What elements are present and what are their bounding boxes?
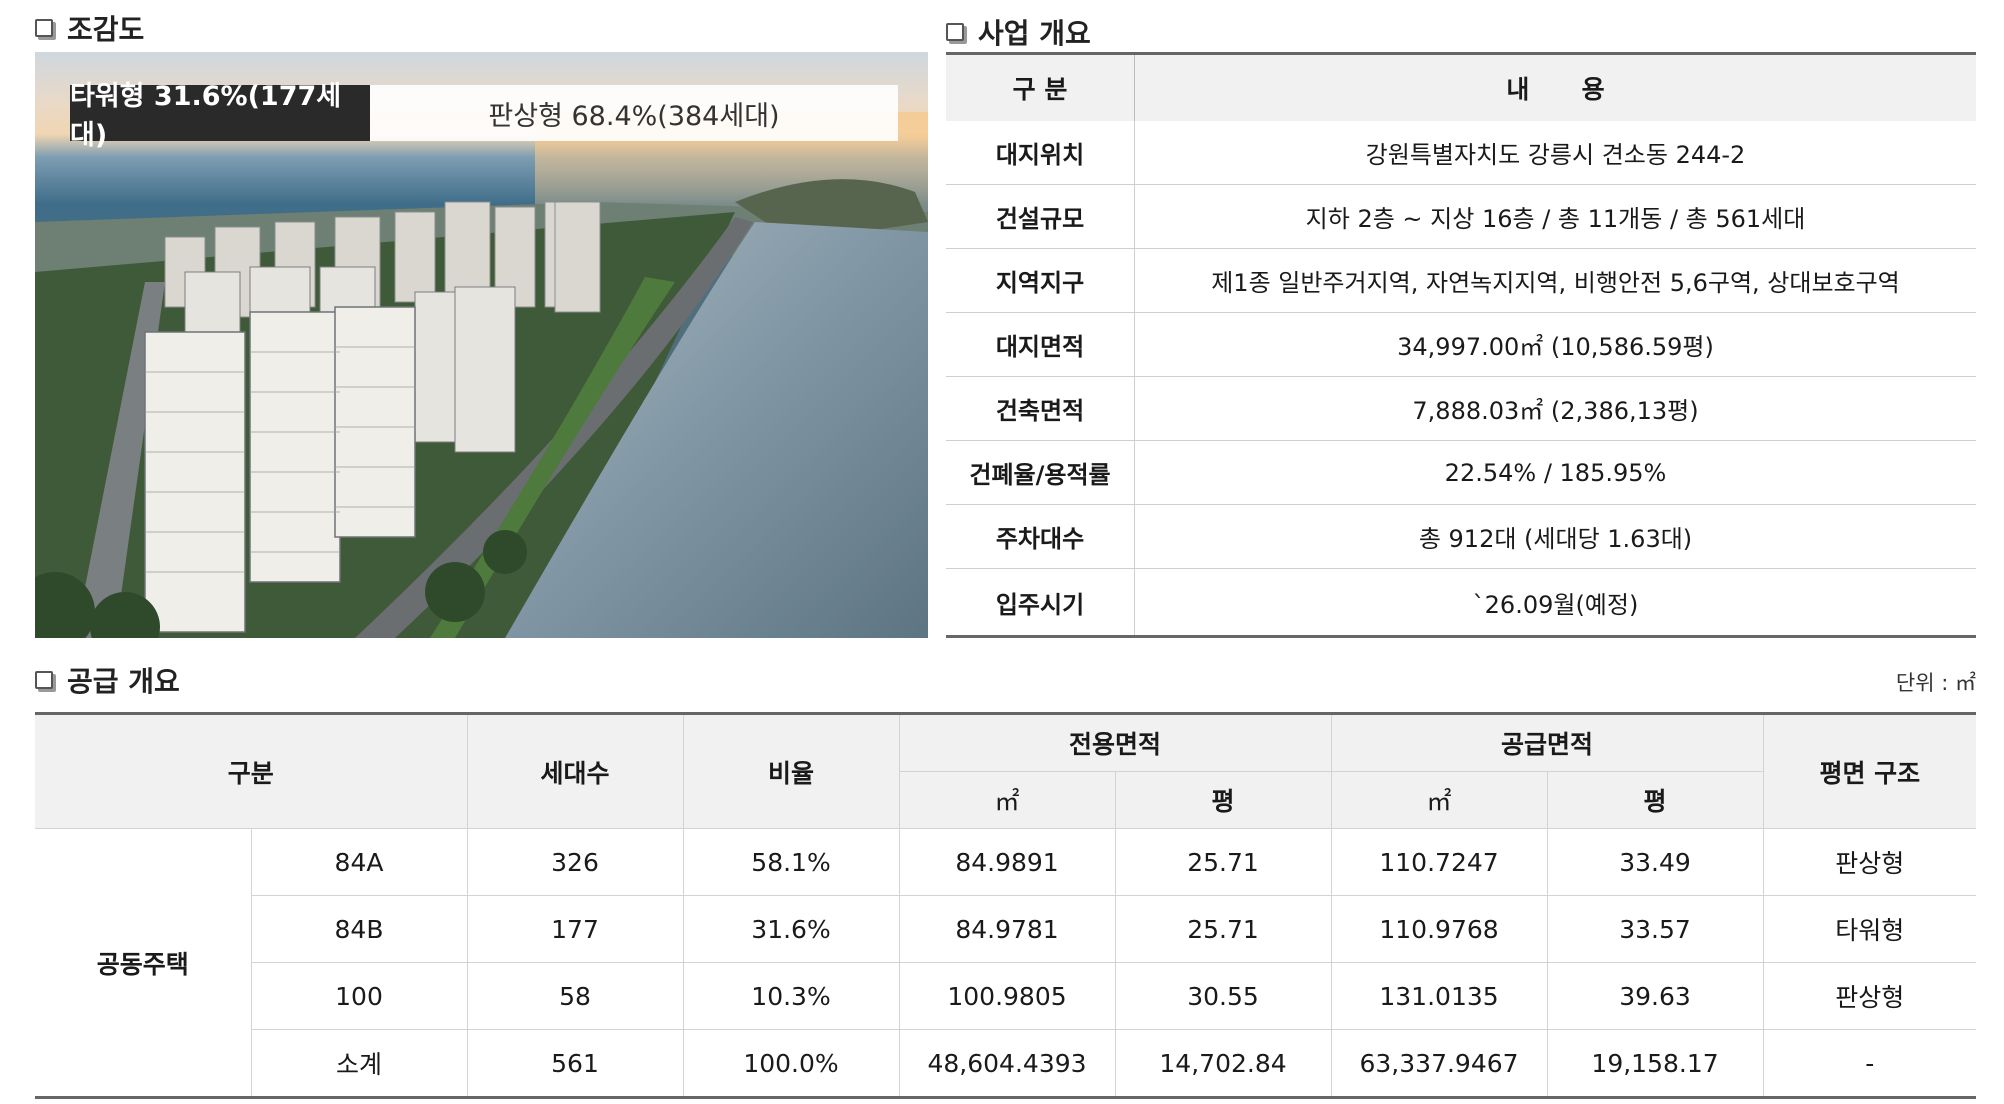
header-exclusive-sqm: ㎡	[899, 771, 1116, 829]
table-row: 대지면적 34,997.00㎡ (10,586.59평)	[946, 312, 1976, 377]
unit-label: 단위 : ㎡	[1895, 671, 1976, 695]
layout-cell: 판상형	[1762, 828, 1977, 896]
supply-title-text: 공급 개요	[67, 665, 180, 698]
exclusive-pyeong-cell: 25.71	[1114, 895, 1332, 963]
header-supply-pyeong: 평	[1546, 771, 1764, 829]
row-label: 대지면적	[946, 312, 1135, 377]
tower-type-label: 타워형 31.6%(177세대)	[70, 81, 370, 151]
business-title-text: 사업 개요	[978, 17, 1091, 50]
header-category: 구분	[35, 713, 468, 829]
unit-type: 소계	[251, 1029, 468, 1098]
supply-sqm-cell: 63,337.9467	[1330, 1029, 1548, 1098]
header-exclusive-pyeong: 평	[1114, 771, 1332, 829]
exclusive-sqm-cell: 84.9781	[898, 895, 1116, 963]
table-row: 지역지구 제1종 일반주거지역, 자연녹지지역, 비행안전 5,6구역, 상대보…	[946, 248, 1976, 313]
header-layout: 평면 구조	[1762, 713, 1977, 829]
table-row: 100 58 10.3% 100.9805 30.55 131.0135 39.…	[35, 962, 1977, 1030]
business-overview-table: 구 분 내 용 대지위치 강원특별자치도 강릉시 견소동 244-2 건설규모 …	[946, 52, 1976, 638]
exclusive-sqm-cell: 100.9805	[898, 962, 1116, 1030]
row-label: 입주시기	[946, 568, 1135, 637]
checkbox-square-icon	[35, 671, 53, 689]
row-value: `26.09월(예정)	[1472, 590, 1639, 619]
supply-pyeong-cell: 33.57	[1546, 895, 1764, 963]
aerial-illustration	[35, 112, 928, 638]
row-value: 7,888.03㎡ (2,386,13평)	[1134, 376, 1976, 441]
row-label: 건폐율/용적률	[946, 440, 1135, 505]
ratio-cell: 31.6%	[682, 895, 900, 963]
exclusive-pyeong-cell: 25.71	[1114, 828, 1332, 896]
checkbox-square-icon	[946, 23, 964, 41]
table-row: 소계 561 100.0% 48,604.4393 14,702.84 63,3…	[35, 1029, 1977, 1098]
row-value: 34,997.00㎡ (10,586.59평)	[1134, 312, 1976, 377]
table-row: 건축면적 7,888.03㎡ (2,386,13평)	[946, 376, 1976, 441]
exclusive-pyeong-cell: 30.55	[1114, 962, 1332, 1030]
table-row: 공동주택 84A 326 58.1% 84.9891 25.71 110.724…	[35, 828, 1977, 1098]
table-row: 건설규모 지하 2층 ~ 지상 16층 / 총 11개동 / 총 561세대	[946, 184, 1976, 249]
aerial-section-title: 조감도	[35, 8, 144, 48]
layout-cell: -	[1762, 1029, 1977, 1098]
aerial-image: 타워형 31.6%(177세대) 판상형 68.4%(384세대)	[35, 52, 928, 638]
unit-type: 100	[251, 962, 468, 1030]
group-label: 공동주택	[35, 828, 252, 1098]
table-header-row: 구 분 내 용	[946, 53, 1976, 121]
plate-type-label: 판상형 68.4%(384세대)	[488, 100, 780, 132]
exclusive-sqm-cell: 48,604.4393	[898, 1029, 1116, 1098]
header-exclusive-area: 전용면적	[898, 713, 1332, 772]
row-label: 지역지구	[946, 248, 1135, 313]
business-section-title: 사업 개요	[946, 12, 1091, 52]
supply-sqm-cell: 131.0135	[1330, 962, 1548, 1030]
households-cell: 326	[466, 828, 684, 896]
aerial-title-text: 조감도	[67, 13, 145, 46]
table-row: 입주시기 `26.09월(예정)	[946, 568, 1976, 637]
ratio-cell: 100.0%	[682, 1029, 900, 1098]
table-row: 84B 177 31.6% 84.9781 25.71 110.9768 33.…	[35, 895, 1977, 963]
row-value: 제1종 일반주거지역, 자연녹지지역, 비행안전 5,6구역, 상대보호구역	[1134, 248, 1976, 313]
households-cell: 58	[466, 962, 684, 1030]
header-households: 세대수	[466, 713, 684, 829]
housing-ratio-bar: 타워형 31.6%(177세대) 판상형 68.4%(384세대)	[70, 81, 898, 151]
exclusive-pyeong-cell: 14,702.84	[1114, 1029, 1332, 1098]
table-header-row: 구분 세대수 비율 전용면적 공급면적 평면 구조	[35, 713, 1977, 829]
table-row: 대지위치 강원특별자치도 강릉시 견소동 244-2	[946, 121, 1976, 185]
exclusive-sqm-cell: 84.9891	[898, 828, 1116, 896]
row-label: 건설규모	[946, 184, 1135, 249]
supply-sqm-cell: 110.7247	[1330, 828, 1548, 896]
ratio-cell: 10.3%	[682, 962, 900, 1030]
header-content: 내 용	[1134, 53, 1976, 121]
row-label: 대지위치	[946, 121, 1135, 185]
supply-sqm-cell: 110.9768	[1330, 895, 1548, 963]
row-value: 강원특별자치도 강릉시 견소동 244-2	[1134, 121, 1976, 185]
supply-pyeong-cell: 33.49	[1546, 828, 1764, 896]
layout-cell: 판상형	[1762, 962, 1977, 1030]
header-category: 구 분	[946, 53, 1135, 121]
header-supply-area: 공급면적	[1330, 713, 1764, 772]
supply-section-title: 공급 개요	[35, 660, 180, 700]
table-row: 주차대수 총 912대 (세대당 1.63대)	[946, 504, 1976, 569]
row-value: 지하 2층 ~ 지상 16층 / 총 11개동 / 총 561세대	[1134, 184, 1976, 249]
header-ratio: 비율	[682, 713, 900, 829]
unit-type: 84A	[250, 828, 468, 896]
layout-cell: 타워형	[1762, 895, 1977, 963]
row-label: 주차대수	[946, 504, 1135, 569]
unit-type: 84B	[251, 895, 468, 963]
table-row: 건폐율/용적률 22.54% / 185.95%	[946, 440, 1976, 505]
table-subheader-row: ㎡ 평 ㎡ 평	[35, 771, 1976, 829]
supply-pyeong-cell: 19,158.17	[1546, 1029, 1764, 1098]
households-cell: 177	[466, 895, 684, 963]
row-value: 22.54% / 185.95%	[1134, 440, 1976, 505]
supply-overview-table: 구분 세대수 비율 전용면적 공급면적 평면 구조 ㎡ 평 ㎡ 평 공동주택 8…	[35, 712, 1977, 1099]
households-cell: 561	[466, 1029, 684, 1098]
row-value: 총 912대 (세대당 1.63대)	[1134, 504, 1976, 569]
supply-pyeong-cell: 39.63	[1546, 962, 1764, 1030]
header-supply-sqm: ㎡	[1330, 771, 1548, 829]
checkbox-square-icon	[35, 19, 53, 37]
row-label: 건축면적	[946, 376, 1135, 441]
ratio-cell: 58.1%	[682, 828, 900, 896]
